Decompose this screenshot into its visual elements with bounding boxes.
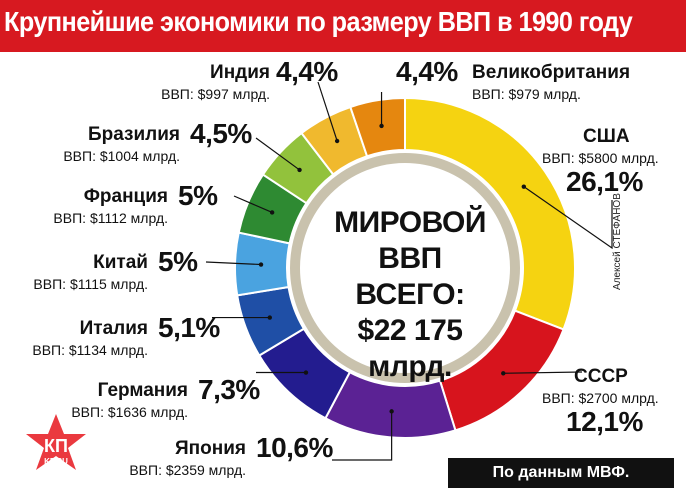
label-germany-percent: 7,3% [198, 374, 260, 405]
leader-line [317, 81, 338, 142]
leader-lines [205, 81, 613, 461]
label-brazil-name: Бразилия [87, 124, 180, 145]
title-bar: Крупнейшие экономики по размеру ВВП в 19… [0, 0, 686, 52]
label-china-gdp: ВВП: $1115 млрд. [33, 276, 148, 292]
label-uk-percent: 4,4% [396, 56, 458, 87]
donut-slice [404, 96, 576, 331]
label-germany-name: Германия [97, 380, 188, 401]
label-japan-name: Япония [175, 438, 246, 459]
label-ussr-percent: 12,1% [566, 406, 643, 437]
label-ussr-gdp: ВВП: $2700 млрд. [542, 390, 659, 406]
center-total: МИРОВОЙ ВВП ВСЕГО: $22 175 млрд. [325, 205, 495, 385]
logo-text-top: КП [44, 436, 68, 456]
label-ussr-name: СССР [574, 366, 628, 387]
label-france-gdp: ВВП: $1112 млрд. [53, 210, 168, 226]
label-brazil-percent: 4,5% [190, 118, 252, 149]
leader-dot [501, 371, 506, 376]
leader-dot [334, 138, 340, 144]
label-usa-gdp: ВВП: $5800 млрд. [542, 150, 659, 166]
leader-dot [379, 123, 384, 129]
leader-dot [389, 409, 394, 414]
leader-line [332, 411, 393, 461]
center-line-3: $22 175 [357, 314, 463, 347]
label-italy-name: Италия [79, 318, 148, 339]
chart-title: Крупнейшие экономики по размеру ВВП в 19… [4, 6, 633, 37]
label-italy-gdp: ВВП: $1134 млрд. [32, 342, 148, 358]
leader-dot [267, 315, 272, 320]
label-japan-percent: 10,6% [256, 432, 333, 463]
center-line-1: МИРОВОЙ [334, 206, 486, 239]
kp-logo: КП KP.RU [26, 414, 86, 470]
label-china-name: Китай [93, 252, 148, 273]
label-china-percent: 5% [158, 246, 198, 277]
label-india-percent: 4,4% [276, 56, 338, 87]
source-box: По данным МВФ. [448, 458, 674, 488]
leader-dot [269, 210, 275, 215]
label-usa-percent: 26,1% [566, 166, 643, 197]
label-brazil-gdp: ВВП: $1004 млрд. [63, 148, 180, 164]
author-credit: Алексей СТЕФАНОВ [612, 193, 623, 290]
leader-dot [297, 167, 302, 173]
ring-shadow [290, 153, 520, 383]
logo-text-bottom: KP.RU [44, 457, 68, 466]
leader-line [503, 371, 583, 374]
label-uk-name: Великобритания [472, 62, 631, 83]
leader-dot [258, 262, 264, 267]
label-france-percent: 5% [178, 180, 218, 211]
center-line-4: млрд. [368, 350, 452, 383]
leader-line [233, 195, 273, 214]
leader-line [255, 137, 300, 171]
label-india-name: Индия [210, 62, 270, 83]
leader-line [205, 261, 262, 266]
label-germany-gdp: ВВП: $1636 млрд. [71, 404, 188, 420]
label-usa-name: США [583, 126, 630, 147]
label-france-name: Франция [83, 186, 168, 207]
label-india-gdp: ВВП: $997 млрд. [161, 86, 270, 102]
center-line-2: ВВП ВСЕГО: [355, 242, 465, 311]
leader-dot [303, 370, 309, 375]
donut-slices [234, 96, 576, 439]
leader-dot [521, 184, 527, 189]
label-italy-percent: 5,1% [158, 312, 220, 343]
label-uk-gdp: ВВП: $979 млрд. [472, 86, 581, 102]
label-japan-gdp: ВВП: $2359 млрд. [129, 462, 246, 478]
leader-line [523, 186, 613, 250]
source-text: По данным МВФ. [492, 464, 630, 481]
donut-slice [349, 96, 406, 158]
